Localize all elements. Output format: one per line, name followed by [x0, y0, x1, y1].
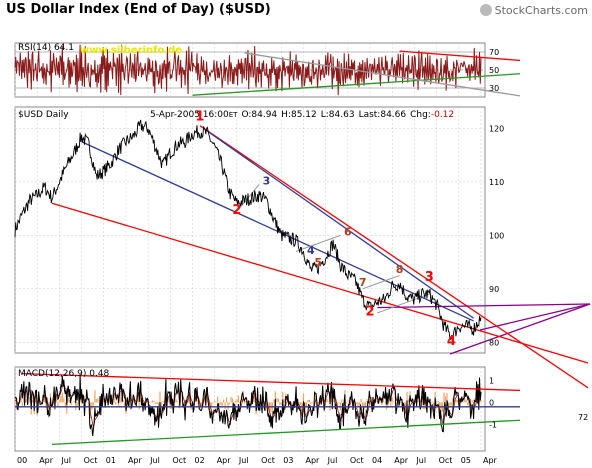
x-tick-label: Oct [350, 456, 364, 465]
info-date: 5-Apr-2005 [150, 110, 200, 120]
trendline-gray [244, 52, 521, 97]
x-tick-label: Apr [483, 456, 498, 465]
trendline-red [51, 202, 474, 330]
wave-label: 5 [314, 256, 322, 269]
rsi-watermark: www.silberinfo.de [80, 45, 182, 56]
trendline-green [51, 419, 521, 446]
rsi-axis-ticks: 70 50 30 [489, 48, 499, 93]
wave-guide-line [295, 234, 341, 252]
x-tick-label: Oct [84, 456, 98, 465]
x-tick-label: 01 [106, 456, 116, 465]
brand-text: StockCharts.com [494, 4, 588, 17]
macd-tick-label: 0 [489, 398, 494, 407]
trendline-red [22, 372, 521, 392]
trendline-extension-red [473, 328, 589, 364]
wave-label: 6 [344, 225, 352, 238]
macd-tick-label: 1 [489, 376, 494, 385]
stockcharts-logo-icon [479, 4, 492, 16]
rsi-tick-label: 30 [489, 84, 499, 93]
wave-label: 2 [232, 203, 241, 218]
x-tick-label: Apr [305, 456, 320, 465]
trendline-blue [206, 130, 474, 319]
rsi-trendlines [192, 50, 521, 97]
price-axis-ticks: 120 110 100 90 80 [489, 124, 504, 347]
x-tick-label: 03 [283, 456, 293, 465]
rsi-tick-label: 50 [489, 66, 499, 75]
price-legend: $USD Daily [18, 110, 69, 120]
price-info: 5-Apr-2005 16:00ET O:84.94 H:85.12 L:84.63 L… [150, 110, 454, 120]
x-tick-label: 05 [461, 456, 471, 465]
wave-label: 4 [447, 334, 456, 349]
x-tick-label: Apr [394, 456, 409, 465]
info-low: L:84.63 [321, 110, 355, 120]
info-tz: ET [229, 111, 238, 119]
price-series-line [14, 119, 482, 342]
wave-guide-line [362, 274, 400, 290]
wave-label: 3 [263, 175, 271, 188]
x-tick-label: 04 [372, 456, 382, 465]
chart-title: US Dollar Index (End of Day) ($USD) [6, 2, 271, 17]
x-tick-label: 02 [195, 456, 205, 465]
x-tick-label: Apr [217, 456, 232, 465]
x-tick-label: Oct [172, 456, 186, 465]
rsi-series-line [14, 44, 482, 96]
price-tick-label: 90 [489, 285, 499, 294]
x-tick-label: Apr [128, 456, 143, 465]
trendline-red [399, 50, 521, 62]
price-tick-label: 110 [489, 178, 504, 187]
fan-line-purple [479, 303, 591, 331]
info-high: H:85.12 [281, 110, 317, 120]
info-chg-value: -0.12 [431, 110, 454, 120]
macd-trendlines [15, 372, 521, 446]
x-tick-label: Jul [238, 456, 249, 465]
wave-label: 8 [396, 263, 404, 276]
fan-line-purple [449, 303, 591, 355]
macd-tick-label: -1 [489, 420, 497, 429]
wave-label: 7 [359, 276, 367, 289]
trendline-green [192, 73, 521, 96]
brand-label: StockCharts.com [479, 4, 588, 17]
rsi-tick-label: 70 [489, 48, 499, 57]
trendline-red [199, 125, 482, 317]
x-tick-label: Oct [261, 456, 275, 465]
x-tick-label: Jul [60, 456, 71, 465]
x-tick-label: 00 [17, 456, 27, 465]
x-tick-label: Apr [39, 456, 54, 465]
x-tick-label: Jul [149, 456, 160, 465]
price-tick-label: 80 [489, 338, 499, 347]
wave-label: 1 [195, 109, 204, 124]
macd-series-line [14, 374, 482, 436]
price-tick-label: 120 [489, 124, 504, 133]
macd-axis-ticks: 1 0 -1 [489, 376, 497, 429]
wave-label: 4 [307, 244, 315, 257]
x-axis-ticks: 00 Apr Jul Oct 01 Apr Jul Oct 02 Apr Jul Oct 03 Apr Ju… [17, 456, 498, 465]
trendline-extension-red [480, 315, 589, 389]
x-tick-label: Jul [327, 456, 338, 465]
wave-label: 2 [366, 305, 375, 320]
wave-label: 3 [425, 270, 434, 285]
info-last: Last:84.66 [359, 110, 407, 120]
price-tick-label: 100 [489, 231, 504, 240]
macd-extension-label: 72 [578, 413, 588, 422]
info-time: 16:00 [203, 110, 229, 120]
rsi-legend: RSI(14) 64.1 [18, 43, 74, 53]
fan-line-purple [377, 303, 591, 309]
x-tick-label: Oct [439, 456, 453, 465]
wave-guide-line [377, 293, 430, 314]
x-tick-label: Jul [415, 456, 426, 465]
info-chg-label: Chg: [410, 110, 431, 120]
info-open: O:84.94 [241, 110, 277, 120]
macd-legend: MACD(12,26,9) 0.48 [18, 369, 110, 379]
